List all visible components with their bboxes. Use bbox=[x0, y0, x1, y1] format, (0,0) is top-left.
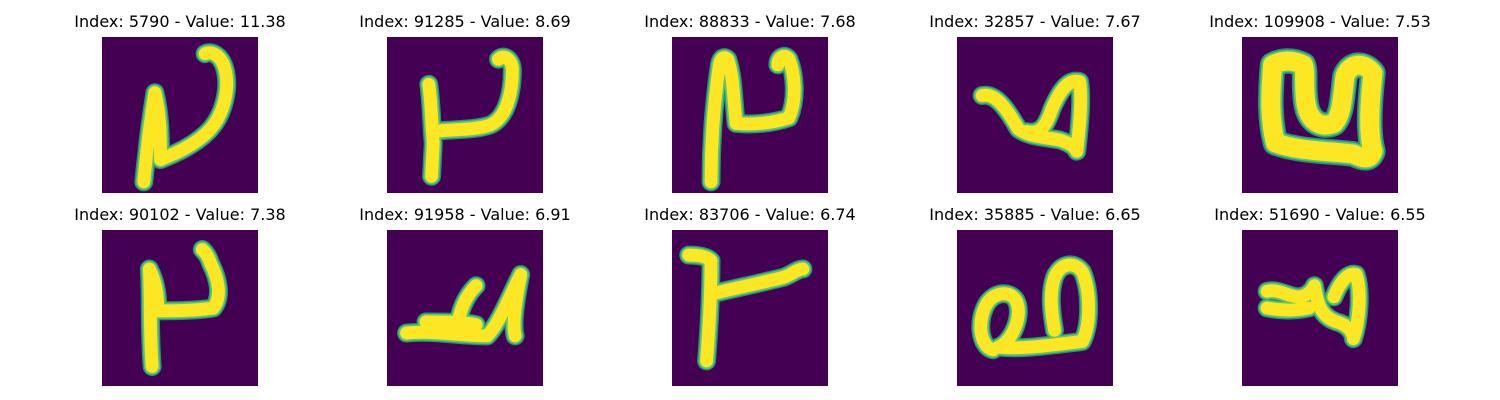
glyph-image bbox=[672, 37, 828, 193]
glyph-core bbox=[704, 50, 801, 189]
glyph-core bbox=[1261, 51, 1383, 168]
image-panel: Index: 109908 - Value: 7.53 bbox=[1200, 11, 1440, 201]
glyph-core bbox=[975, 74, 1088, 158]
image-panel: Index: 83706 - Value: 6.74 bbox=[630, 204, 870, 394]
image-panel: Index: 32857 - Value: 7.67 bbox=[915, 11, 1155, 201]
glyph-core bbox=[400, 268, 528, 343]
glyph-core bbox=[142, 243, 225, 373]
glyph-core bbox=[682, 248, 810, 368]
glyph-image bbox=[957, 230, 1113, 386]
panel-title: Index: 91285 - Value: 8.69 bbox=[359, 12, 571, 31]
glyph-stroke bbox=[1257, 264, 1369, 349]
image-panel: Index: 91958 - Value: 6.91 bbox=[345, 204, 585, 394]
panel-title: Index: 88833 - Value: 7.68 bbox=[644, 12, 856, 31]
glyph-stroke bbox=[701, 46, 804, 192]
panel-title: Index: 5790 - Value: 11.38 bbox=[74, 12, 286, 31]
glyph-image bbox=[387, 37, 543, 193]
glyph-image bbox=[1242, 37, 1398, 193]
image-panel: Index: 91285 - Value: 8.69 bbox=[345, 11, 585, 201]
glyph-stroke bbox=[972, 71, 1091, 161]
panel-title: Index: 109908 - Value: 7.53 bbox=[1209, 12, 1431, 31]
glyph-core bbox=[137, 46, 234, 189]
image-background bbox=[957, 37, 1113, 193]
glyph-svg bbox=[387, 230, 543, 386]
image-panel: Index: 90102 - Value: 7.38 bbox=[60, 204, 300, 394]
glyph-stroke bbox=[1258, 48, 1386, 171]
glyph-stroke bbox=[139, 240, 228, 376]
panel-title: Index: 91958 - Value: 6.91 bbox=[359, 205, 571, 224]
glyph-stroke bbox=[679, 245, 813, 371]
glyph-image bbox=[957, 37, 1113, 193]
glyph-stroke bbox=[971, 255, 1099, 360]
glyph-svg bbox=[672, 37, 828, 193]
image-panel: Index: 35885 - Value: 6.65 bbox=[915, 204, 1155, 394]
glyph-image bbox=[672, 230, 828, 386]
glyph-image bbox=[387, 230, 543, 386]
glyph-svg bbox=[957, 230, 1113, 386]
glyph-svg bbox=[1242, 37, 1398, 193]
glyph-image bbox=[102, 230, 258, 386]
glyph-stroke bbox=[397, 265, 531, 346]
image-background bbox=[102, 37, 258, 193]
glyph-svg bbox=[672, 230, 828, 386]
glyph-image bbox=[1242, 230, 1398, 386]
panel-title: Index: 35885 - Value: 6.65 bbox=[929, 205, 1141, 224]
glyph-svg bbox=[102, 37, 258, 193]
image-panel: Index: 5790 - Value: 11.38 bbox=[60, 11, 300, 201]
glyph-image bbox=[102, 37, 258, 193]
glyph-core bbox=[422, 50, 519, 183]
glyph-core bbox=[1260, 267, 1366, 346]
glyph-stroke bbox=[134, 43, 237, 192]
panel-title: Index: 90102 - Value: 7.38 bbox=[74, 205, 286, 224]
image-panel: Index: 88833 - Value: 7.68 bbox=[630, 11, 870, 201]
glyph-svg bbox=[1242, 230, 1398, 386]
glyph-core bbox=[974, 258, 1095, 357]
image-panel: Index: 51690 - Value: 6.55 bbox=[1200, 204, 1440, 394]
glyph-svg bbox=[387, 37, 543, 193]
glyph-stroke bbox=[419, 47, 522, 186]
panel-title: Index: 32857 - Value: 7.67 bbox=[929, 12, 1141, 31]
panel-title: Index: 83706 - Value: 6.74 bbox=[644, 205, 856, 224]
glyph-svg bbox=[102, 230, 258, 386]
panel-title: Index: 51690 - Value: 6.55 bbox=[1214, 205, 1426, 224]
glyph-svg bbox=[957, 37, 1113, 193]
